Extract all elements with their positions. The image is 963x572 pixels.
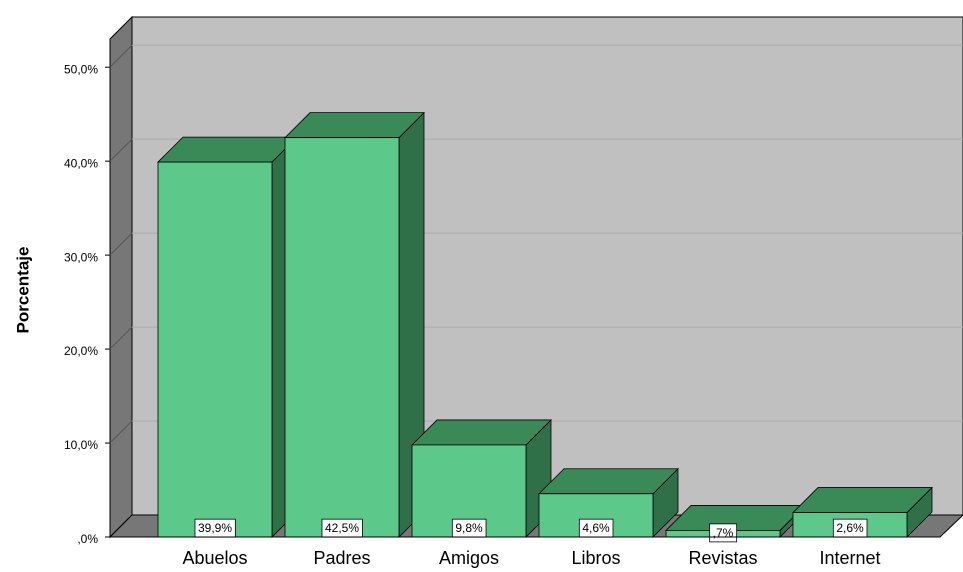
grid-line-wall	[109, 232, 133, 256]
value-label: 42,5%	[325, 521, 359, 535]
value-label: 9,8%	[455, 521, 483, 535]
x-tick-label: Amigos	[439, 548, 499, 568]
bar	[538, 467, 679, 538]
y-tick-label: 20,0%	[64, 344, 98, 358]
y-tick-label: ,0%	[77, 532, 98, 546]
value-label: 2,6%	[836, 521, 864, 535]
grid-line-wall	[109, 138, 133, 162]
value-label: ,7%	[713, 526, 734, 540]
bar	[157, 136, 298, 538]
y-axis-title: Porcentaje	[13, 247, 32, 334]
bar-front	[284, 137, 400, 538]
left-wall	[109, 15, 133, 539]
bar-front	[157, 161, 273, 538]
x-tick-label: Abuelos	[182, 548, 247, 568]
x-tick-label: Libros	[571, 548, 620, 568]
x-tick-label: Padres	[313, 548, 370, 568]
x-tick-label: Internet	[819, 548, 880, 568]
grid-line-wall	[109, 44, 133, 68]
bar-top	[538, 468, 679, 495]
grid-line-wall	[109, 420, 133, 444]
bar	[284, 111, 425, 538]
bar-top	[284, 112, 425, 139]
y-tick-label: 50,0%	[64, 62, 98, 76]
y-tick-label: 40,0%	[64, 156, 98, 170]
bar-top	[411, 419, 552, 446]
bar-top	[157, 136, 298, 163]
x-tick-label: Revistas	[688, 548, 757, 568]
y-tick-label: 30,0%	[64, 250, 98, 264]
value-label: 4,6%	[582, 521, 610, 535]
y-tick-label: 10,0%	[64, 438, 98, 452]
bar-top	[792, 487, 933, 513]
value-label: 39,9%	[198, 521, 232, 535]
grid-line-wall	[109, 326, 133, 350]
